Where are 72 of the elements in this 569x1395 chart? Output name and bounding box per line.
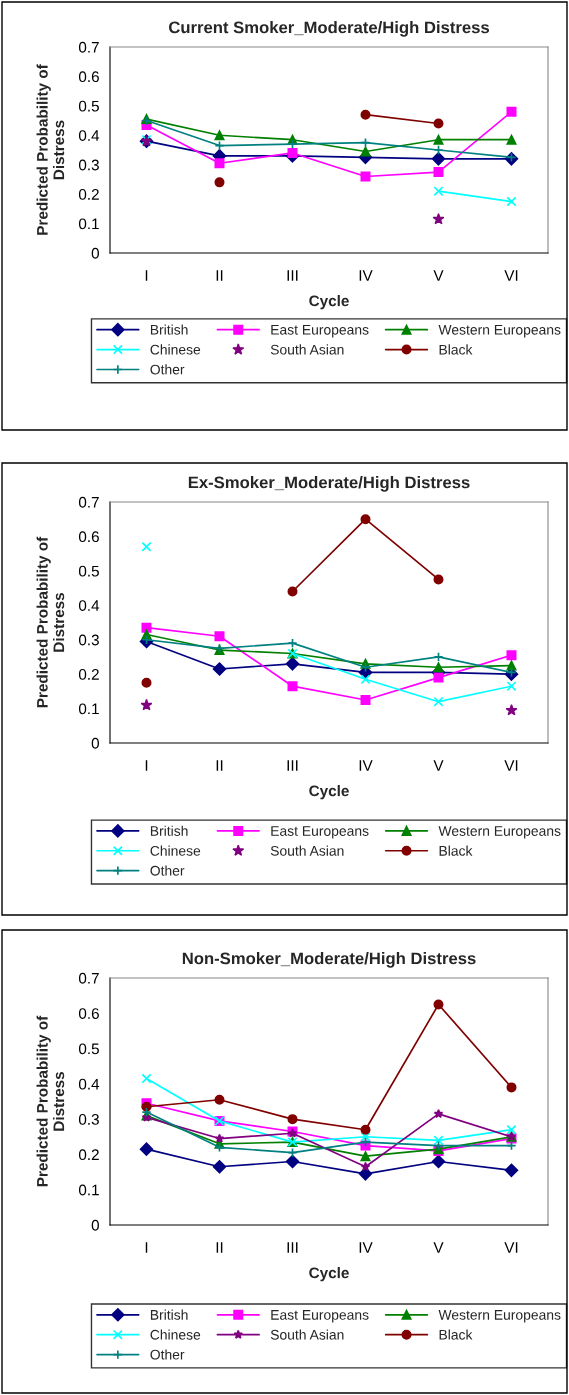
y-tick-label: 0.7 [78,972,99,984]
legend-label: British [150,1309,188,1320]
x-tick-label: I [145,1242,148,1253]
legend-label: East Europeans [271,324,369,338]
legend-label: Chinese [150,344,201,355]
legend-label: East Europeans [271,1310,369,1323]
x-tick-label: V [433,760,444,771]
x-tick-label: III [287,270,298,281]
y-tick-label: 0.1 [78,703,99,715]
legend-label: British [150,324,188,335]
x-tick-label: VI [504,1242,518,1253]
legend-label: East Europeans [271,826,369,839]
legend-label: British [150,825,188,836]
x-tick-label: IV [359,270,373,281]
y-tick-label: 0.3 [78,1114,99,1125]
x-tick-label: II [216,760,223,771]
legend-label: South Asian [270,344,344,355]
y-axis-title: Predicted Probability of Distress [36,64,65,235]
y-tick-label: 0.4 [78,600,100,611]
y-tick-label: 0.1 [78,218,99,230]
y-axis-title: Predicted Probability of Distress [36,536,65,708]
legend-label: Other [150,865,185,876]
x-tick-label: III [287,1242,298,1253]
x-tick-label: II [216,270,223,281]
y-tick-label: 0.1 [78,1184,99,1196]
y-tick-label: 0.2 [78,189,99,200]
y-tick-label: 0.7 [78,496,99,508]
x-tick-label: IV [359,760,373,771]
legend-label: Black [439,344,473,355]
x-tick-label: I [145,760,148,771]
y-tick-label: 0.6 [78,71,99,83]
x-tick-label: I [145,270,148,281]
chart-title: Non-Smoker_Moderate/High Distress [182,952,476,968]
legend-label: Chinese [150,1329,201,1340]
x-tick-label: III [287,760,298,771]
legend-label: Black [439,845,473,856]
y-tick-label: 0.5 [78,565,99,577]
y-tick-label: 0.3 [78,634,99,646]
y-axis-title: Predicted Probability of Distress [36,1015,65,1187]
x-axis-title: Cycle [309,295,349,310]
y-tick-label: 0.2 [78,1149,99,1161]
x-tick-label: II [216,1242,223,1253]
y-tick-label: 0.4 [78,130,100,141]
y-tick-label: 0.4 [78,1078,100,1090]
legend-label: Western Europeans [438,324,561,338]
y-tick-label: 0.5 [78,1043,99,1055]
legend-label: Western Europeans [438,1310,561,1323]
y-tick-label: 0 [91,737,99,749]
y-tick-label: 0 [91,1219,99,1231]
legend-label: Black [439,1329,473,1340]
legend-label: South Asian [270,845,344,856]
legend-label: Other [150,364,185,375]
legend-label: South Asian [270,1329,344,1340]
chart-title: Current Smoker_Moderate/High Distress [169,21,490,37]
y-tick-label: 0.2 [78,669,99,680]
legend-label: Chinese [150,845,201,856]
x-tick-label: V [433,270,444,281]
y-tick-label: 0.3 [78,159,99,171]
x-tick-label: VI [504,270,518,281]
y-tick-label: 0.7 [78,41,99,53]
legend-label: Other [150,1349,185,1360]
y-tick-label: 0.5 [78,100,99,112]
x-axis-title: Cycle [309,1267,349,1282]
x-tick-label: V [433,1242,444,1253]
legend-label: Western Europeans [438,826,561,839]
y-tick-label: 0 [91,247,99,259]
chart-title: Ex-Smoker_Moderate/High Distress [188,476,470,492]
x-tick-label: IV [359,1242,373,1253]
x-tick-label: VI [504,760,518,771]
y-tick-label: 0.6 [78,1008,99,1019]
x-axis-title: Cycle [309,785,349,800]
y-tick-label: 0.6 [78,531,99,543]
